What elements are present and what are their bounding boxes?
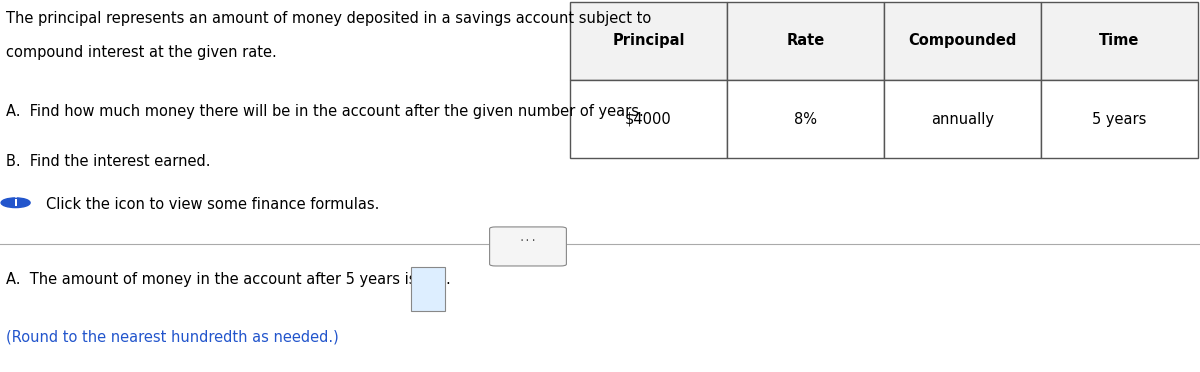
- Text: Rate: Rate: [786, 33, 824, 48]
- Text: B.  Find the interest earned.: B. Find the interest earned.: [6, 154, 210, 169]
- Bar: [727, 2, 883, 80]
- Text: Compounded: Compounded: [908, 33, 1016, 48]
- Text: $4000: $4000: [625, 112, 672, 126]
- Text: compound interest at the given rate.: compound interest at the given rate.: [6, 45, 277, 60]
- Text: The principal represents an amount of money deposited in a savings account subje: The principal represents an amount of mo…: [6, 11, 652, 26]
- Text: Time: Time: [1099, 33, 1139, 48]
- Text: Principal: Principal: [612, 33, 685, 48]
- Bar: [570, 80, 727, 158]
- FancyBboxPatch shape: [410, 267, 445, 311]
- Bar: [883, 80, 1040, 158]
- Text: A.  The amount of money in the account after 5 years is $: A. The amount of money in the account af…: [6, 272, 431, 286]
- Bar: [883, 2, 1040, 80]
- Text: ...: ...: [518, 233, 538, 243]
- Text: (Round to the nearest hundredth as needed.): (Round to the nearest hundredth as neede…: [6, 329, 338, 344]
- Bar: [570, 2, 727, 80]
- Bar: [727, 80, 883, 158]
- FancyBboxPatch shape: [490, 227, 566, 266]
- Text: 5 years: 5 years: [1092, 112, 1146, 126]
- Text: i: i: [13, 196, 18, 209]
- Bar: [1040, 80, 1198, 158]
- Text: Click the icon to view some finance formulas.: Click the icon to view some finance form…: [46, 197, 379, 212]
- Text: .: .: [445, 272, 450, 286]
- Text: A.  Find how much money there will be in the account after the given number of y: A. Find how much money there will be in …: [6, 104, 643, 119]
- Bar: [1040, 2, 1198, 80]
- Text: annually: annually: [931, 112, 994, 126]
- Ellipse shape: [1, 198, 30, 208]
- Text: 8%: 8%: [794, 112, 817, 126]
